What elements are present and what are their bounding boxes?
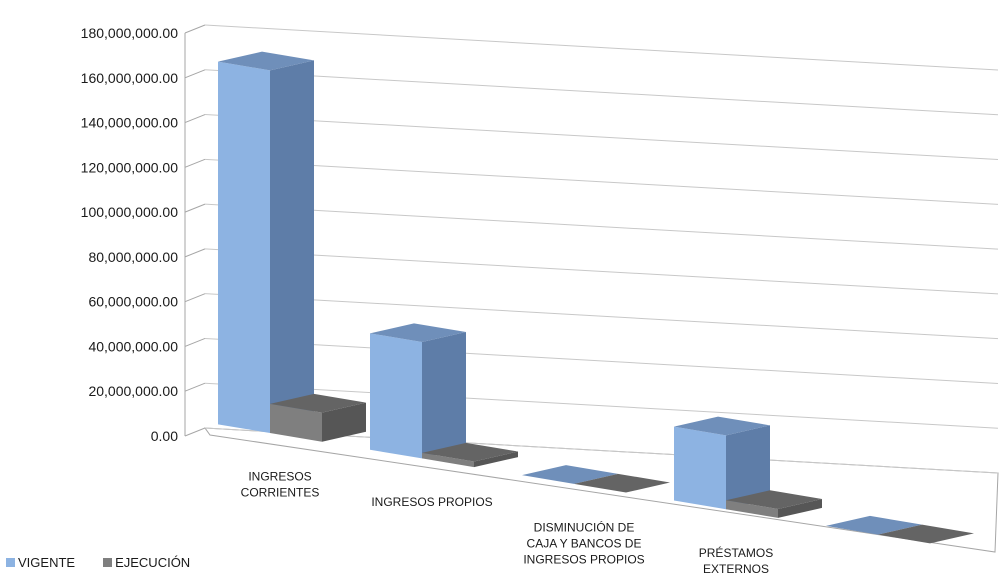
gridline-wall bbox=[184, 293, 206, 303]
gridline-wall bbox=[184, 158, 206, 168]
bar-ejecucion bbox=[422, 452, 474, 468]
gridline-wall bbox=[184, 382, 206, 392]
y-tick-label: 100,000,000.00 bbox=[81, 204, 179, 220]
y-tick-label: 120,000,000.00 bbox=[81, 159, 179, 175]
bar-ejecucion-side bbox=[778, 498, 822, 518]
bar-ejecucion-side bbox=[322, 402, 366, 442]
y-tick-label: 0.00 bbox=[151, 428, 178, 444]
bar-ejecucion-top bbox=[726, 490, 822, 509]
gridline-wall bbox=[184, 337, 206, 347]
gridline bbox=[204, 158, 999, 205]
gridline bbox=[204, 114, 999, 161]
legend-swatch-ejecucion bbox=[103, 558, 113, 567]
gridline bbox=[204, 248, 999, 295]
legend-label-vigente: VIGENTE bbox=[18, 555, 76, 570]
x-tick-label: PRÉSTAMOS bbox=[699, 545, 773, 560]
y-tick-label: 20,000,000.00 bbox=[88, 383, 178, 399]
gridline-wall bbox=[184, 24, 206, 34]
bar-vigente-top bbox=[674, 416, 770, 436]
bar-ejecucion-side bbox=[474, 451, 518, 468]
gridline-wall bbox=[184, 114, 206, 124]
x-tick-label: EXTERNOS bbox=[703, 562, 769, 573]
y-tick-label: 160,000,000.00 bbox=[81, 70, 179, 86]
legend-item-ejecucion: EJECUCIÓN bbox=[103, 555, 190, 570]
x-tick-label: DISMINUCIÓN DE bbox=[534, 519, 635, 534]
x-tick-label: CORRIENTES bbox=[241, 486, 320, 500]
y-tick-label: 80,000,000.00 bbox=[88, 249, 178, 265]
bar-ejecucion bbox=[726, 500, 778, 518]
bar-vigente-top bbox=[218, 51, 314, 71]
y-tick-label: 140,000,000.00 bbox=[81, 115, 179, 131]
bar-vigente bbox=[370, 333, 422, 459]
gridline bbox=[204, 382, 999, 429]
bar-vigente-top bbox=[370, 323, 466, 343]
gridline bbox=[204, 293, 999, 340]
x-tick-label: INGRESOS PROPIOS bbox=[371, 495, 492, 509]
bar-ejecucion-top bbox=[878, 524, 974, 544]
gridline bbox=[204, 24, 999, 71]
bar-vigente bbox=[218, 61, 270, 434]
bar-ejecucion-top bbox=[422, 442, 518, 462]
bar-vigente-side bbox=[422, 332, 466, 459]
bar-vigente bbox=[674, 426, 726, 510]
gridline-wall bbox=[184, 248, 206, 258]
bar-ejecucion-top bbox=[270, 393, 366, 413]
bar-ejecucion bbox=[270, 403, 322, 442]
legend: VIGENTE EJECUCIÓN bbox=[6, 555, 218, 570]
gridline-wall bbox=[184, 69, 206, 79]
gridline bbox=[204, 337, 999, 384]
gridline bbox=[204, 69, 999, 116]
gridline-wall bbox=[184, 427, 206, 437]
legend-swatch-vigente bbox=[6, 558, 15, 567]
bar-vigente-side bbox=[726, 425, 770, 510]
gridline bbox=[204, 203, 999, 250]
legend-label-ejecucion: EJECUCIÓN bbox=[115, 555, 191, 570]
x-tick-label: INGRESOS bbox=[248, 470, 311, 484]
bar-vigente-top bbox=[522, 465, 618, 484]
y-tick-label: 40,000,000.00 bbox=[88, 338, 178, 354]
x-tick-label: CAJA Y BANCOS DE bbox=[527, 536, 642, 550]
gridline-wall bbox=[184, 203, 206, 213]
y-tick-label: 60,000,000.00 bbox=[88, 294, 178, 310]
y-tick-label: 180,000,000.00 bbox=[81, 25, 179, 41]
legend-item-vigente: VIGENTE bbox=[6, 555, 75, 570]
x-tick-label: INGRESOS PROPIOS bbox=[523, 552, 644, 566]
bar-ejecucion-top bbox=[574, 473, 670, 493]
bar-vigente-side bbox=[270, 60, 314, 434]
bar-vigente-top bbox=[826, 515, 922, 535]
